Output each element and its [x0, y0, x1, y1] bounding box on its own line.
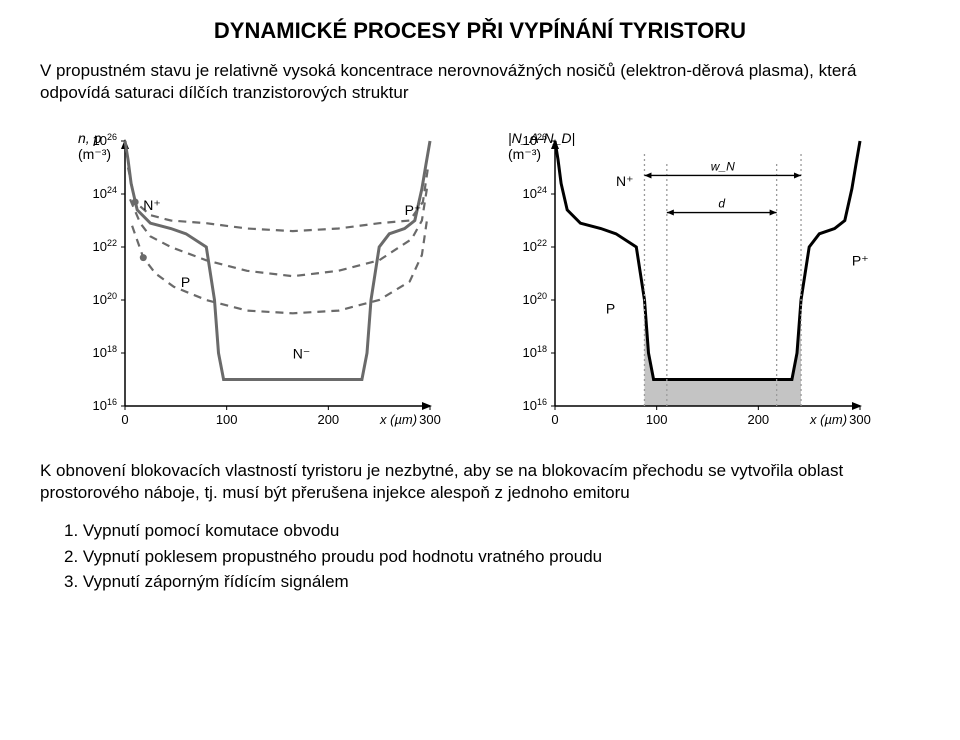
list-item: 3. Vypnutí záporným řídícím signálem: [64, 569, 920, 595]
svg-text:|N_A-N_D|: |N_A-N_D|: [508, 130, 575, 146]
svg-text:0: 0: [551, 412, 558, 427]
svg-text:1020: 1020: [93, 291, 117, 307]
svg-text:300: 300: [419, 412, 441, 427]
svg-text:1020: 1020: [523, 291, 547, 307]
svg-text:N⁺: N⁺: [143, 197, 161, 213]
svg-text:100: 100: [646, 412, 668, 427]
methods-list: 1. Vypnutí pomocí komutace obvodu 2. Vyp…: [40, 518, 920, 595]
svg-text:P: P: [181, 274, 190, 290]
svg-text:(m⁻³): (m⁻³): [508, 146, 541, 162]
intro-paragraph: V propustném stavu je relativně vysoká k…: [40, 60, 920, 104]
list-item: 1. Vypnutí pomocí komutace obvodu: [64, 518, 920, 544]
svg-text:1022: 1022: [523, 238, 547, 254]
svg-text:300: 300: [849, 412, 871, 427]
svg-text:1024: 1024: [93, 185, 117, 201]
svg-text:P⁺: P⁺: [852, 253, 869, 269]
charts-row: 1016101810201022102410260100200300x (µm)…: [40, 116, 920, 446]
svg-text:1024: 1024: [523, 185, 547, 201]
svg-text:200: 200: [317, 412, 339, 427]
svg-text:w_N: w_N: [711, 160, 735, 174]
svg-text:100: 100: [216, 412, 238, 427]
svg-text:n, p: n, p: [78, 130, 102, 146]
svg-text:d: d: [718, 197, 725, 211]
svg-text:1016: 1016: [523, 397, 547, 413]
right-chart: 1016101810201022102410260100200300x (µm)…: [500, 116, 890, 446]
list-item: 2. Vypnutí poklesem propustného proudu p…: [64, 544, 920, 570]
after-paragraph: K obnovení blokovacích vlastností tyrist…: [40, 460, 920, 504]
svg-text:x (µm): x (µm): [809, 412, 847, 427]
svg-text:(m⁻³): (m⁻³): [78, 146, 111, 162]
page-title: DYNAMICKÉ PROCESY PŘI VYPÍNÁNÍ TYRISTORU: [40, 18, 920, 44]
svg-text:P: P: [606, 300, 615, 316]
svg-text:x (µm): x (µm): [379, 412, 417, 427]
svg-text:1016: 1016: [93, 397, 117, 413]
left-chart: 1016101810201022102410260100200300x (µm)…: [70, 116, 460, 446]
svg-text:N⁺: N⁺: [616, 173, 634, 189]
svg-text:P⁺: P⁺: [405, 202, 422, 218]
svg-text:1022: 1022: [93, 238, 117, 254]
svg-text:0: 0: [121, 412, 128, 427]
svg-text:1018: 1018: [93, 344, 117, 360]
svg-text:200: 200: [747, 412, 769, 427]
svg-text:N⁻: N⁻: [293, 345, 311, 361]
svg-text:1018: 1018: [523, 344, 547, 360]
